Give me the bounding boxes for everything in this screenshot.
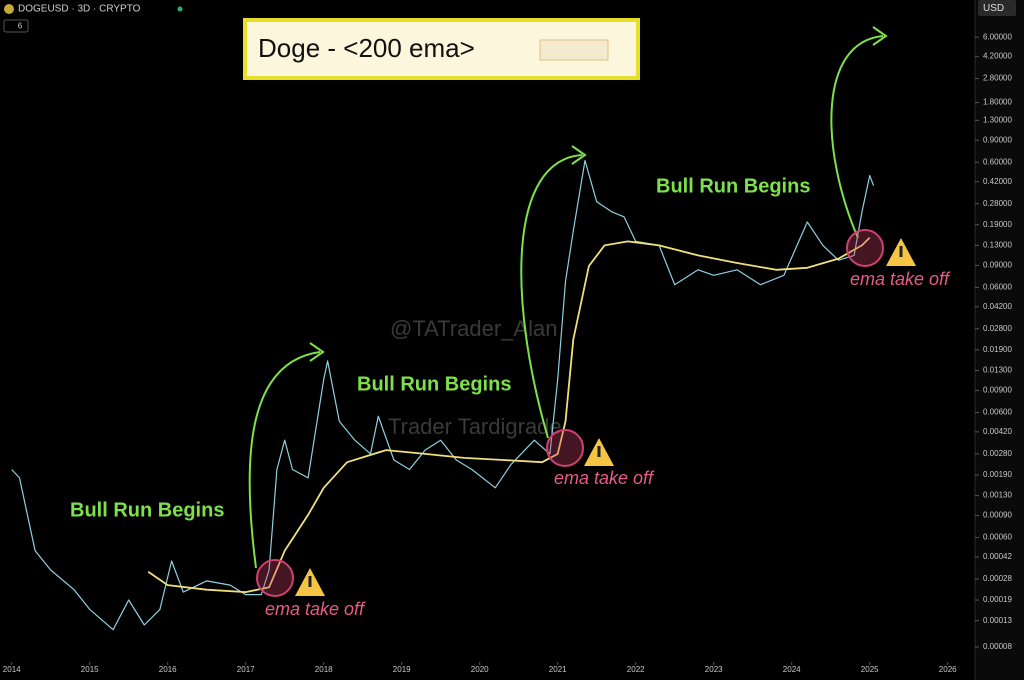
logo bbox=[539, 39, 609, 61]
arrowhead bbox=[571, 145, 587, 165]
highlight bbox=[256, 559, 294, 597]
y-tick-label: 0.00900 bbox=[983, 386, 1012, 395]
warning-mark bbox=[597, 446, 601, 457]
annotation: ema take off bbox=[265, 599, 366, 619]
annotation: Bull Run Begins bbox=[70, 499, 224, 521]
warning-mark bbox=[308, 576, 312, 587]
x-tick-label: 2020 bbox=[471, 665, 489, 674]
annotation: ema take off bbox=[554, 468, 655, 488]
x-tick-label: 2021 bbox=[549, 665, 567, 674]
x-tick-label: 2026 bbox=[939, 665, 957, 674]
circles bbox=[256, 229, 884, 597]
y-tick-label: 0.00028 bbox=[983, 574, 1012, 583]
arrow bbox=[248, 351, 321, 569]
arrowhead bbox=[309, 342, 325, 362]
y-tick-label: 0.00420 bbox=[983, 427, 1012, 436]
badge-text: 6 bbox=[18, 22, 23, 31]
x-tick-label: 2014 bbox=[3, 665, 21, 674]
watermark: @TATrader_Alan bbox=[390, 316, 557, 341]
highlight bbox=[846, 229, 884, 267]
y-tick-label: 0.19000 bbox=[983, 220, 1012, 229]
badge[interactable] bbox=[3, 19, 29, 33]
y-tick-label: 0.00019 bbox=[983, 595, 1012, 604]
y-tick-label: 0.01900 bbox=[983, 345, 1012, 354]
arrow bbox=[830, 35, 884, 239]
x-tick-label: 2022 bbox=[627, 665, 645, 674]
series-line bbox=[11, 159, 875, 631]
y-tick-label: 0.00600 bbox=[983, 408, 1012, 417]
y-tick-label: 0.13000 bbox=[983, 240, 1012, 249]
y-tick-label: 4.20000 bbox=[983, 52, 1012, 61]
symbol: DOGEUSD · 3D · CRYPTO bbox=[18, 4, 141, 15]
annotation: Bull Run Begins bbox=[357, 373, 511, 395]
arrowhead bbox=[872, 26, 888, 46]
y-tick-label: 0.00042 bbox=[983, 552, 1012, 561]
y-tick-label: 0.60000 bbox=[983, 157, 1012, 166]
y-tick-label: 1.30000 bbox=[983, 115, 1012, 124]
y-tick-label: 0.28000 bbox=[983, 199, 1012, 208]
annotation: ema take off bbox=[850, 269, 951, 289]
y-tick-label: 1.80000 bbox=[983, 98, 1012, 107]
y-tick-label: 0.04200 bbox=[983, 302, 1012, 311]
y-tick-label: 0.00090 bbox=[983, 511, 1012, 520]
arrow bbox=[520, 154, 583, 439]
y-tick-label: 0.01300 bbox=[983, 366, 1012, 375]
y-tick-label: 0.00130 bbox=[983, 491, 1012, 500]
currency: USD bbox=[983, 3, 1004, 14]
x-tick-label: 2024 bbox=[783, 665, 801, 674]
y-tick-label: 0.00280 bbox=[983, 449, 1012, 458]
y-tick-label: 0.90000 bbox=[983, 135, 1012, 144]
y-tick-label: 0.02800 bbox=[983, 324, 1012, 333]
y-tick-label: 0.00190 bbox=[983, 470, 1012, 479]
currency-button[interactable] bbox=[978, 0, 1016, 16]
symbol-icon bbox=[4, 4, 14, 14]
warning-mark bbox=[899, 246, 903, 257]
x-tick-label: 2019 bbox=[393, 665, 411, 674]
x-tick-label: 2025 bbox=[861, 665, 879, 674]
y-tick-label: 6.00000 bbox=[983, 32, 1012, 41]
x-tick-label: 2017 bbox=[237, 665, 255, 674]
x-tick-label: 2023 bbox=[705, 665, 723, 674]
price-axis-panel bbox=[975, 0, 1024, 680]
y-tick-label: 0.00060 bbox=[983, 533, 1012, 542]
x-tick-label: 2018 bbox=[315, 665, 333, 674]
status-dot bbox=[177, 6, 183, 12]
y-tick-label: 0.09000 bbox=[983, 260, 1012, 269]
x-tick-label: 2016 bbox=[159, 665, 177, 674]
watermark: Trader Tardigrade bbox=[388, 414, 562, 439]
arrows bbox=[248, 26, 888, 569]
x-tick-label: 2015 bbox=[81, 665, 99, 674]
annotation: Bull Run Begins bbox=[656, 175, 810, 197]
chart-title: Doge - <200 ema> bbox=[258, 33, 475, 63]
warnings bbox=[295, 238, 916, 596]
highlight bbox=[546, 429, 584, 467]
y-tick-label: 0.06000 bbox=[983, 282, 1012, 291]
y-tick-label: 0.00013 bbox=[983, 616, 1012, 625]
y-tick-label: 2.80000 bbox=[983, 74, 1012, 83]
y-tick-label: 0.00008 bbox=[983, 642, 1012, 651]
y-tick-label: 0.42000 bbox=[983, 177, 1012, 186]
